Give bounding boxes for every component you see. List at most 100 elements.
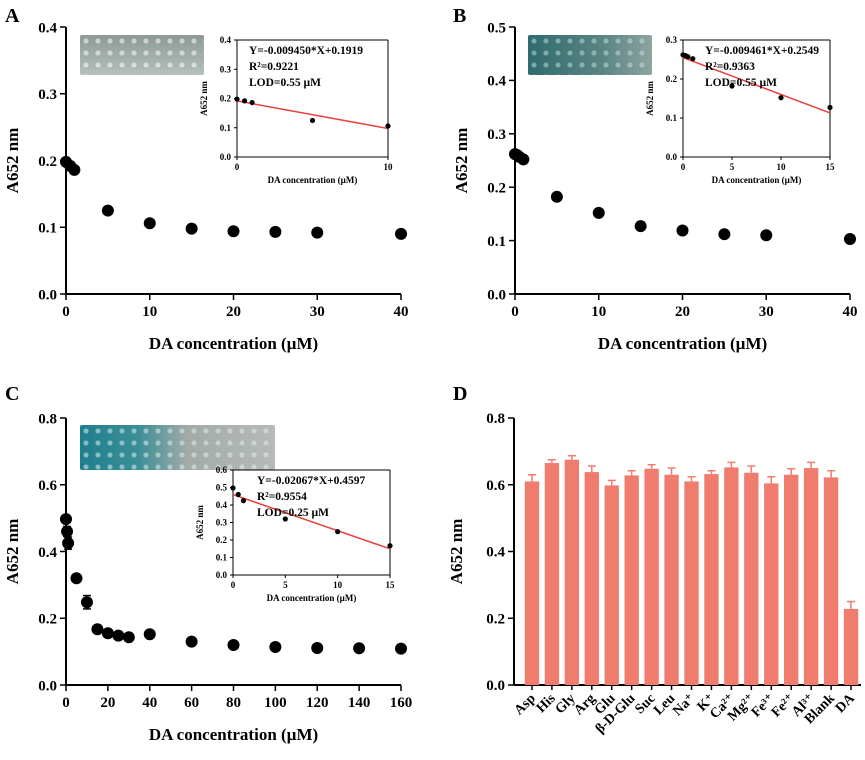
panel-d-bar — [843, 608, 859, 685]
panel-d-bar — [604, 485, 619, 685]
panel-b-data-point — [760, 229, 773, 242]
panel-a-y-tick-label: 0.0 — [38, 287, 57, 303]
panel-c-data-point — [311, 641, 324, 654]
panel-a-y-tick-label: 0.4 — [38, 20, 57, 36]
panel-label-a: A — [5, 5, 20, 27]
panel-c-x-tick-label: 160 — [390, 695, 413, 711]
panel-c-y-tick-label: 0.6 — [38, 478, 57, 494]
panel-a-x-tick-label: 20 — [226, 304, 241, 320]
panel-b-inset-x-axis-label: DA concentration (µM) — [712, 175, 802, 185]
panel-a-inset-x-tick-label: 0 — [235, 162, 240, 172]
panel-a-x-tick-label: 10 — [142, 304, 157, 320]
panel-b-inset-data-point — [827, 104, 833, 111]
panel-c-inset-x-tick-label: 0 — [231, 580, 236, 590]
panel-c-inset-y-tick-label: 0.5 — [216, 483, 228, 493]
panel-b-x-axis-label: DA concentration (µM) — [598, 334, 767, 353]
panel-c-data-point — [122, 631, 135, 644]
panel-d-bar — [744, 472, 759, 685]
panel-c-data-point — [269, 640, 282, 653]
panel-b-y-tick-label: 0.2 — [487, 180, 506, 196]
panel-a-inset-x-tick-label: 10 — [384, 162, 394, 172]
panel-b-data-point — [718, 228, 731, 241]
panel-d-bar — [684, 481, 699, 685]
panel-d-bar — [624, 475, 639, 685]
panel-b-inset-x-tick-label: 0 — [681, 162, 686, 172]
panel-a-y-tick-label: 0.3 — [38, 87, 57, 103]
panel-b-y-tick-label: 0.4 — [487, 74, 506, 90]
panel-c-x-tick-label: 40 — [142, 695, 157, 711]
panel-d-y-axis-label: A652 nm — [447, 519, 466, 585]
panel-b-data-point — [676, 224, 689, 237]
panel-a-x-axis-label: DA concentration (µM) — [149, 334, 318, 353]
panel-d-y-tick-label: 0.8 — [486, 411, 505, 427]
panel-c-x-tick-label: 60 — [184, 695, 199, 711]
panel-b-inset-annotation-line: Y=-0.009461*X+0.2549 — [705, 45, 819, 57]
panel-c-inset-annotation-line: LOD=0.25 µM — [257, 507, 329, 519]
panel-c-y-tick-label: 0.0 — [38, 678, 57, 694]
panel-c-data-point — [80, 596, 93, 609]
panel-c-well-plate-photo — [80, 425, 275, 470]
panel-c-x-axis-label: DA concentration (µM) — [149, 725, 318, 744]
panel-c-inset-annotation-line: Y=-0.02067*X+0.4597 — [257, 475, 366, 487]
panel-d-bar — [784, 474, 799, 685]
panel-a-inset-data-point — [249, 99, 255, 106]
panel-b-inset-annotation-line: LOD=0.55 µM — [705, 77, 777, 89]
panel-d-category-label: Na⁺ — [670, 691, 698, 719]
panel-d-bar — [704, 474, 719, 685]
panel-b-inset-data-point — [685, 54, 691, 60]
panel-c-data-point — [353, 642, 366, 655]
panel-c-x-tick-label: 80 — [226, 695, 241, 711]
panel-b-inset-x-tick-label: 5 — [730, 162, 735, 172]
panel-c-x-tick-label: 20 — [100, 695, 115, 711]
panel-d-bar — [724, 467, 739, 685]
panel-a-inset-y-tick-label: 0.4 — [220, 35, 232, 45]
panel-c-x-tick-label: 140 — [348, 695, 371, 711]
panel-a-data-point — [227, 225, 240, 238]
panel-d-bar — [803, 468, 819, 685]
panel-c-y-tick-label: 0.4 — [38, 545, 57, 561]
panel-c-x-tick-label: 100 — [264, 695, 287, 711]
panel-d-category-label: DA — [833, 691, 859, 717]
panel-c-data-point — [227, 638, 240, 651]
panel-b-inset-annotation-line: R²=0.9363 — [705, 61, 755, 73]
panel-b-x-tick-label: 0 — [511, 304, 519, 320]
panel-c-inset-y-tick-label: 0.3 — [216, 518, 228, 528]
panel-a-inset-data-point — [385, 123, 391, 129]
panel-c-inset-fit-line — [232, 493, 391, 550]
panel-b-y-tick-label: 0.5 — [487, 20, 506, 36]
panel-b-inset-y-tick-label: 0.3 — [666, 35, 678, 45]
panel-b-data-point — [517, 153, 530, 166]
panel-b-inset-data-point — [729, 83, 735, 89]
panel-d-bar — [524, 481, 540, 685]
panel-a-data-point — [269, 225, 282, 238]
panel-a-data-point — [101, 204, 114, 217]
panel-a-y-axis-label: A652 nm — [3, 128, 22, 194]
panel-c-x-tick-label: 0 — [62, 695, 70, 711]
panel-c-inset-data-point — [235, 491, 241, 498]
panel-c-inset-x-tick-label: 10 — [333, 580, 343, 590]
panel-a-data-point — [311, 226, 324, 239]
panel-b-inset-data-point — [778, 95, 784, 101]
panel-c-inset-data-point — [230, 485, 236, 491]
panel-c-inset-data-point — [335, 529, 341, 535]
panel-c-data-point — [91, 623, 104, 636]
panel-c-inset-y-tick-label: 0.6 — [216, 465, 228, 475]
panel-c-data-point — [395, 642, 407, 655]
panel-b-inset-y-axis-label: A652 nm — [645, 81, 655, 116]
panel-a-inset-y-tick-label: 0.3 — [220, 64, 232, 74]
panel-c-y-tick-label: 0.2 — [38, 612, 57, 628]
panel-b-x-tick-label: 30 — [759, 304, 774, 320]
panel-c-inset-data-point — [282, 516, 288, 522]
panel-a-inset-y-axis-label: A652 nm — [199, 81, 209, 116]
panel-a-inset-annotation-line: Y=-0.009450*X+0.1919 — [249, 45, 363, 57]
panel-d-y-tick-label: 0.0 — [486, 678, 505, 694]
panel-b-data-point — [844, 232, 856, 245]
panel-b-data-point — [634, 220, 647, 233]
panel-d-bar — [764, 483, 779, 685]
panel-d-y-tick-label: 0.4 — [486, 545, 505, 561]
panel-b-inset-y-tick-label: 0.2 — [666, 74, 678, 84]
panel-c-inset-y-tick-label: 0.1 — [216, 553, 228, 563]
panel-c-inset-y-tick-label: 0.0 — [216, 570, 228, 580]
panel-b-data-point — [550, 190, 563, 203]
